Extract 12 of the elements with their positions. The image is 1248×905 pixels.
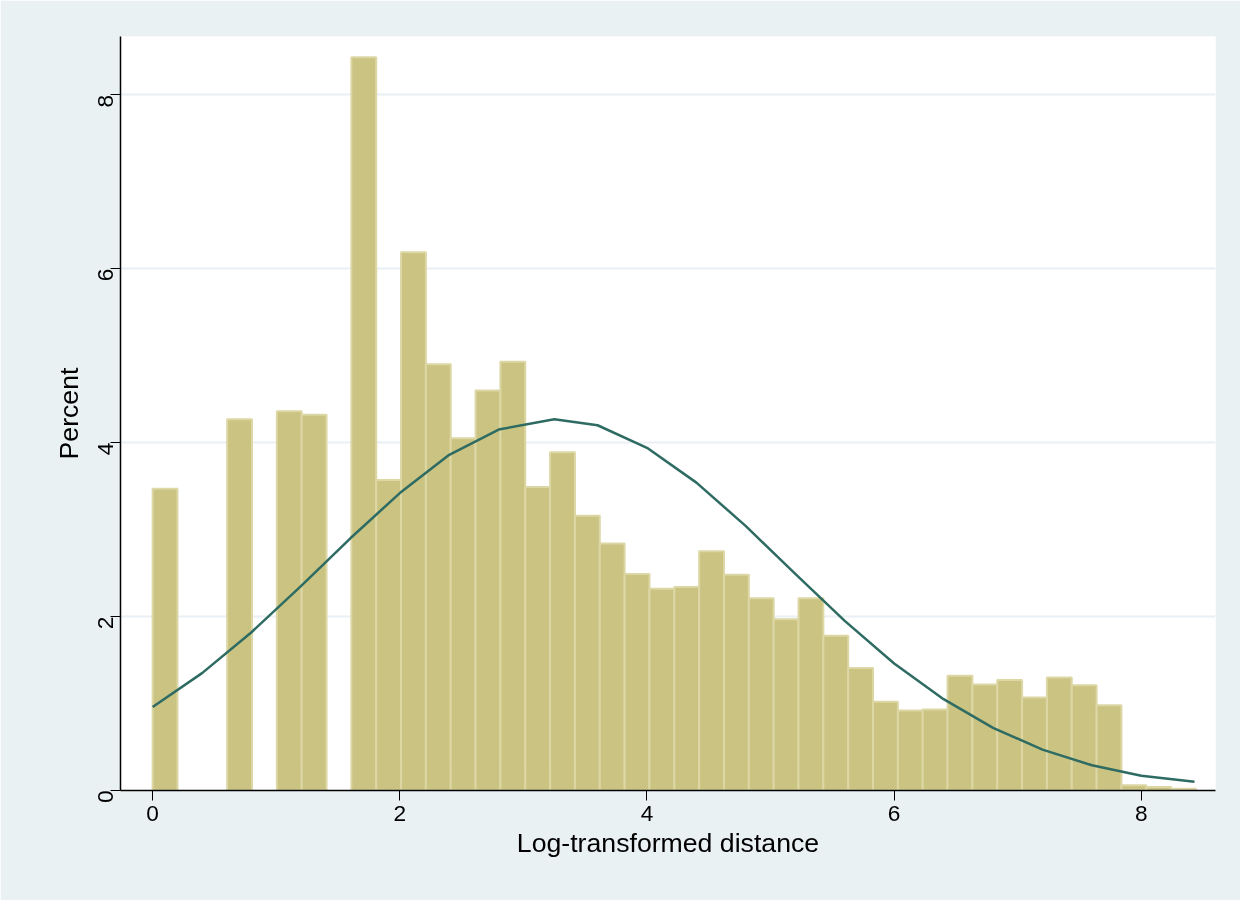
y-tick-label: 8 [92,94,118,108]
y-axis-title: Percent [53,366,84,460]
x-tick-label: 0 [146,799,159,826]
y-tick-label: 6 [92,268,118,282]
x-tick-label: 6 [887,799,901,826]
y-tick-label: 0 [92,790,118,804]
y-tick-label: 4 [92,442,118,456]
y-tick-label: 2 [92,616,118,630]
x-tick-label: 8 [1135,799,1148,826]
x-tick-label: 4 [640,799,654,826]
x-axis-title: Log-transformed distance [516,827,820,858]
x-tick-label: 2 [393,799,407,826]
